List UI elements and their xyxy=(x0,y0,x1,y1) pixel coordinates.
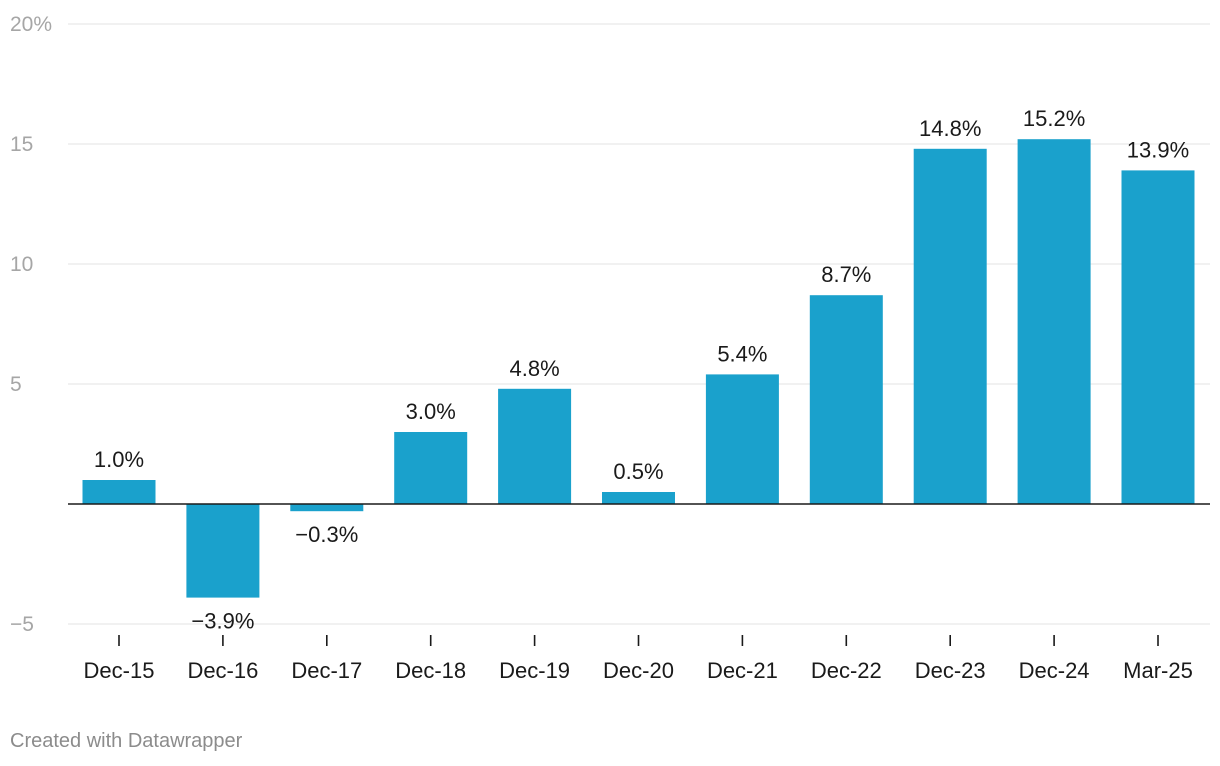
y-tick-label: −5 xyxy=(10,613,34,636)
x-tick-label: Dec-17 xyxy=(291,658,362,683)
data-label: 14.8% xyxy=(919,116,981,141)
x-tick-label: Dec-23 xyxy=(915,658,986,683)
y-axis-tick-labels: −5 5 10 15 20% xyxy=(10,13,52,636)
x-tick-label: Dec-20 xyxy=(603,658,674,683)
data-label: 8.7% xyxy=(821,262,871,287)
y-tick-label: 5 xyxy=(10,373,22,396)
bar xyxy=(1017,139,1091,504)
x-tick-label: Dec-16 xyxy=(187,658,258,683)
x-tick-label: Dec-18 xyxy=(395,658,466,683)
data-label: 3.0% xyxy=(406,399,456,424)
x-tick-label: Dec-24 xyxy=(1019,658,1090,683)
datawrapper-credit: Created with Datawrapper xyxy=(10,730,243,752)
data-label: 1.0% xyxy=(94,447,144,472)
bar xyxy=(186,504,260,598)
bar xyxy=(290,504,364,512)
bar xyxy=(602,492,675,504)
x-tick-label: Dec-19 xyxy=(499,658,570,683)
bar xyxy=(498,388,572,504)
bar xyxy=(1121,170,1195,504)
bar xyxy=(394,432,468,504)
data-label: −3.9% xyxy=(191,609,254,634)
x-tick-label: Dec-22 xyxy=(811,658,882,683)
data-label: 5.4% xyxy=(717,341,767,366)
data-label: −0.3% xyxy=(295,522,358,547)
y-tick-label: 15 xyxy=(10,133,33,156)
data-label: 4.8% xyxy=(510,356,560,381)
y-tick-label: 20% xyxy=(10,13,52,36)
y-tick-label: 10 xyxy=(10,253,33,276)
data-label: 15.2% xyxy=(1023,106,1085,131)
x-tick-label: Dec-21 xyxy=(707,658,778,683)
bar xyxy=(809,295,883,504)
x-tick-label: Dec-15 xyxy=(84,658,155,683)
data-labels: 1.0% −3.9% −0.3% 3.0% 4.8% 0.5% 5.4% 8.7% 14.8% 1… xyxy=(94,106,1189,633)
data-label: 0.5% xyxy=(613,459,663,484)
bars xyxy=(82,139,1195,598)
x-tick-label: Mar-25 xyxy=(1123,658,1193,683)
x-axis: Dec-15 Dec-16 Dec-17 Dec-18 Dec-19 Dec-20 Dec-… xyxy=(84,635,1193,683)
bar xyxy=(913,148,987,505)
bar xyxy=(705,374,779,504)
bar xyxy=(82,480,156,504)
data-label: 13.9% xyxy=(1127,137,1189,162)
